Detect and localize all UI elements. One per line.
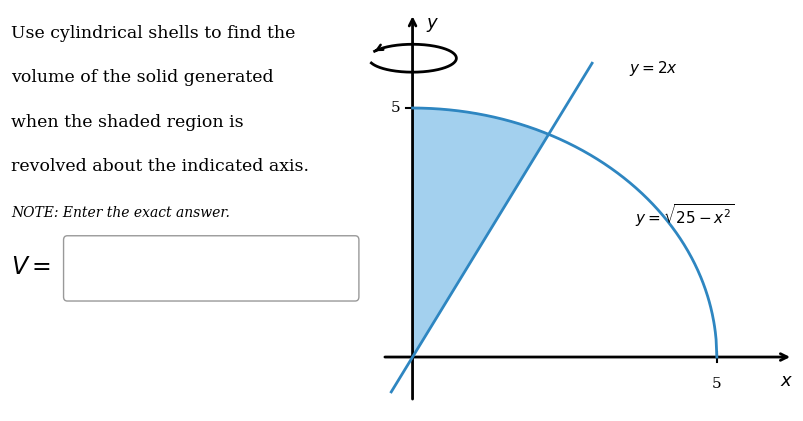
Text: Use cylindrical shells to find the: Use cylindrical shells to find the — [11, 25, 296, 42]
Text: 5: 5 — [711, 377, 721, 391]
Text: $y = \sqrt{25 - x^2}$: $y = \sqrt{25 - x^2}$ — [634, 202, 734, 229]
Text: NOTE: Enter the exact answer.: NOTE: Enter the exact answer. — [11, 206, 230, 220]
Text: $x$: $x$ — [779, 372, 793, 390]
Text: 5: 5 — [390, 101, 400, 115]
Text: $y = 2x$: $y = 2x$ — [628, 59, 677, 78]
Text: when the shaded region is: when the shaded region is — [11, 114, 243, 131]
FancyBboxPatch shape — [63, 236, 358, 301]
Text: revolved about the indicated axis.: revolved about the indicated axis. — [11, 158, 309, 175]
Text: $V =$: $V =$ — [11, 256, 51, 279]
Text: volume of the solid generated: volume of the solid generated — [11, 69, 274, 86]
Polygon shape — [412, 108, 548, 357]
Text: $y$: $y$ — [426, 16, 438, 34]
